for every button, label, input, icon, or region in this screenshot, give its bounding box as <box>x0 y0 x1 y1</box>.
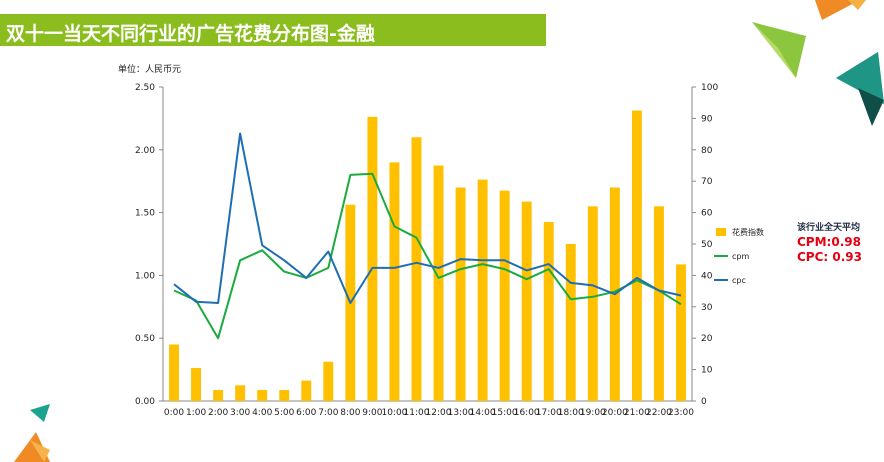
y-right-tick-label: 20 <box>701 334 713 344</box>
bar-15:00 <box>499 190 510 401</box>
x-tick-label: 21:00 <box>624 408 650 418</box>
bar-0:00 <box>169 344 179 401</box>
y-left-tick-label: 0.00 <box>135 397 155 407</box>
y-right-tick-label: 60 <box>701 209 713 219</box>
y-right-tick-label: 10 <box>701 366 713 376</box>
line-series-cpc <box>173 132 682 304</box>
x-tick-label: 16:00 <box>514 408 540 418</box>
title-bar: 双十一当天不同行业的广告花费分布图-金融 <box>0 14 546 46</box>
y-right-tick-label: 100 <box>701 83 718 93</box>
bar-5:00 <box>279 390 290 401</box>
bar-10:00 <box>389 162 400 401</box>
y-right-tick-label: 90 <box>701 114 713 124</box>
triangle-decoration-top <box>815 0 866 20</box>
y-left-tick-label: 2.00 <box>135 146 155 156</box>
x-tick-label: 14:00 <box>470 408 496 418</box>
triangle-decoration-bottom <box>14 404 50 462</box>
average-summary-title: 该行业全天平均 <box>797 223 861 233</box>
x-tick-label: 3:00 <box>230 408 250 418</box>
y-right-tick-label: 30 <box>701 303 713 313</box>
x-tick-label: 23:00 <box>668 408 694 418</box>
bar-9:00 <box>367 116 378 401</box>
line-series-cpm <box>173 172 682 340</box>
unit-label: 单位：人民币元 <box>118 65 182 75</box>
average-summary: 该行业全天平均 CPM:0.98 CPC: 0.93 <box>797 220 862 265</box>
bar-2:00 <box>213 390 224 401</box>
page-title: 双十一当天不同行业的广告花费分布图-金融 <box>6 23 375 45</box>
x-tick-label: 17:00 <box>536 408 562 418</box>
y-right-tick-label: 70 <box>701 177 713 187</box>
legend-label-cpc: cpc <box>732 276 746 285</box>
y-right-tick-label: 40 <box>701 271 713 281</box>
bar-16:00 <box>521 201 532 401</box>
y-left-tick-label: 2.50 <box>135 83 155 93</box>
bar-4:00 <box>257 390 268 401</box>
legend-swatch-花费指数 <box>716 228 726 236</box>
bar-11:00 <box>411 137 422 402</box>
x-tick-label: 11:00 <box>404 408 430 418</box>
x-tick-label: 13:00 <box>448 408 474 418</box>
y-right-tick-label: 0 <box>701 397 707 407</box>
y-left-tick-label: 0.50 <box>135 334 155 344</box>
y-right-tick-label: 80 <box>701 146 713 156</box>
legend-label-花费指数: 花费指数 <box>732 227 764 237</box>
bar-14:00 <box>477 179 488 401</box>
average-cpc: CPC: 0.93 <box>797 250 862 264</box>
x-tick-label: 18:00 <box>558 408 584 418</box>
bar-13:00 <box>455 187 466 401</box>
bar-3:00 <box>235 385 246 401</box>
bar-19:00 <box>587 206 598 401</box>
average-cpm: CPM:0.98 <box>797 235 861 249</box>
x-tick-label: 9:00 <box>362 408 382 418</box>
bar-17:00 <box>543 222 554 401</box>
x-tick-label: 0:00 <box>164 408 184 418</box>
x-tick-label: 7:00 <box>318 408 338 418</box>
bar-7:00 <box>323 361 334 401</box>
x-tick-label: 8:00 <box>340 408 360 418</box>
x-tick-label: 5:00 <box>274 408 294 418</box>
x-tick-label: 22:00 <box>646 408 672 418</box>
x-tick-label: 6:00 <box>296 408 316 418</box>
bar-6:00 <box>301 380 312 401</box>
x-tick-label: 15:00 <box>492 408 518 418</box>
bar-12:00 <box>433 165 444 401</box>
x-tick-label: 4:00 <box>252 408 272 418</box>
bar-23:00 <box>676 264 686 401</box>
x-tick-label: 10:00 <box>381 408 407 418</box>
y-left-tick-label: 1.50 <box>135 209 155 219</box>
bar-22:00 <box>653 206 664 401</box>
y-left-tick-label: 1.00 <box>135 271 155 281</box>
x-tick-label: 1:00 <box>186 408 206 418</box>
x-tick-label: 20:00 <box>602 408 628 418</box>
triangle-decoration-green <box>752 22 806 78</box>
x-tick-label: 19:00 <box>580 408 606 418</box>
bar-18:00 <box>565 244 576 401</box>
x-tick-label: 12:00 <box>426 408 452 418</box>
bar-1:00 <box>191 368 202 401</box>
bar-21:00 <box>631 110 642 402</box>
legend-label-cpm: cpm <box>732 252 749 261</box>
triangle-decoration-teal <box>836 52 884 126</box>
y-right-tick-label: 50 <box>701 240 713 250</box>
x-tick-label: 2:00 <box>208 408 228 418</box>
